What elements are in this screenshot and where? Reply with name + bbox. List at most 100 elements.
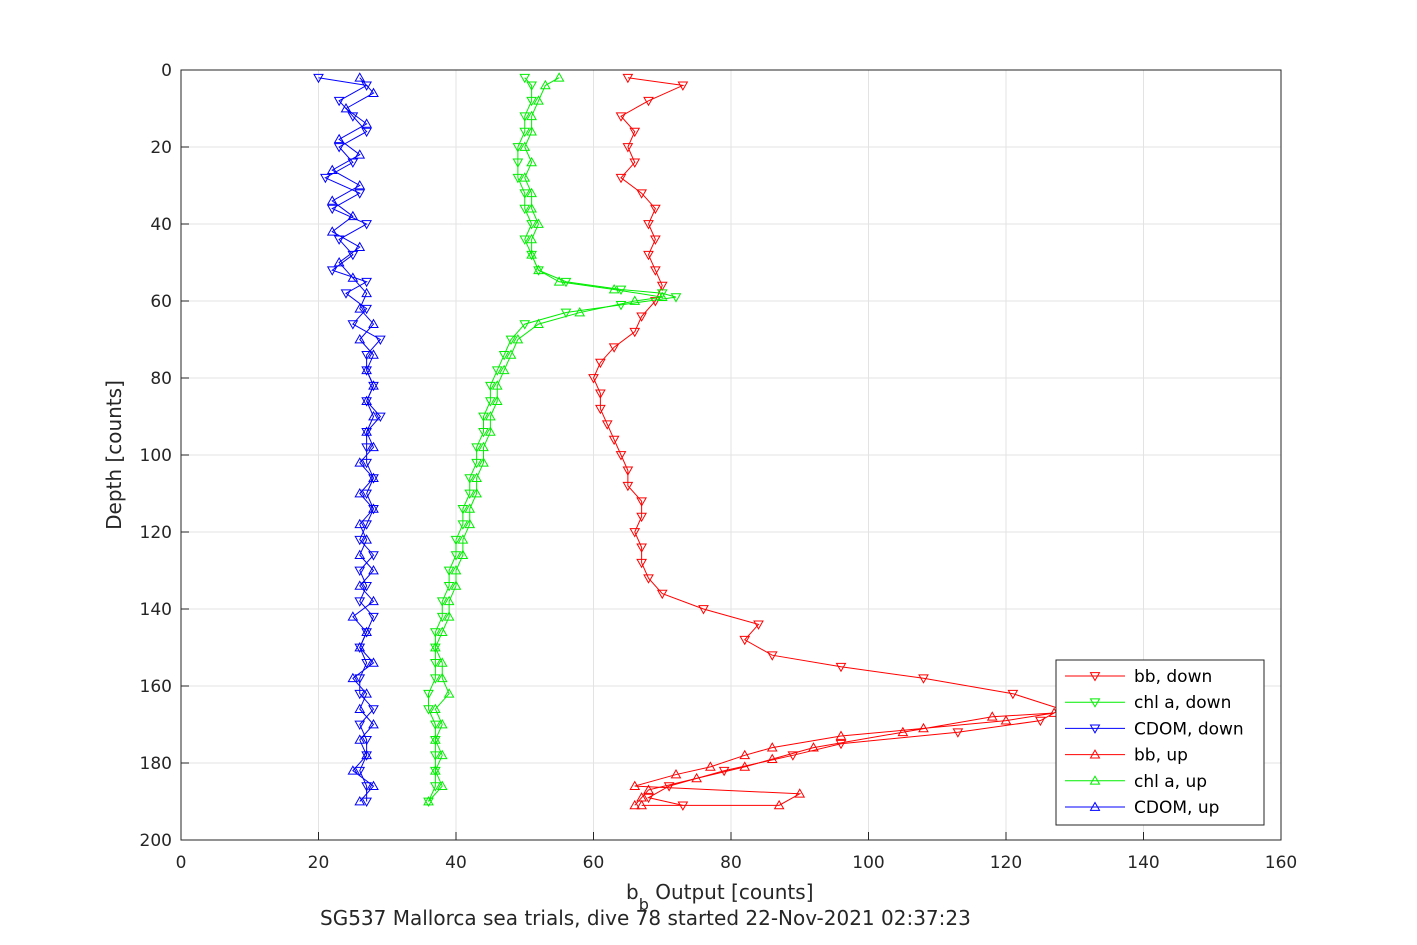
data-point [450, 564, 462, 575]
data-point [354, 457, 366, 467]
data-point [643, 574, 654, 584]
data-point [368, 705, 379, 715]
data-point [436, 626, 448, 636]
data-point [498, 364, 510, 375]
y-tick-label: 20 [150, 138, 172, 158]
data-point [622, 481, 634, 492]
data-point [491, 366, 503, 376]
data-point [326, 266, 338, 276]
series-line [592, 77, 1063, 806]
data-point [553, 72, 565, 82]
data-point [656, 291, 668, 302]
data-point [450, 551, 462, 561]
data-point [629, 295, 641, 305]
data-point [491, 380, 503, 390]
data-point [361, 364, 372, 375]
data-point [354, 566, 366, 577]
data-point [361, 366, 372, 376]
data-point [368, 780, 379, 790]
data-point [436, 657, 448, 667]
data-point [430, 703, 441, 713]
data-point [739, 761, 751, 771]
data-point [835, 739, 847, 750]
data-point [361, 582, 372, 592]
data-point [347, 210, 359, 221]
data-point [354, 241, 366, 251]
x-tick-label: 80 [720, 853, 742, 873]
data-point [361, 220, 372, 230]
data-point [629, 528, 641, 538]
data-point [361, 489, 372, 500]
data-point [519, 172, 531, 182]
data-point [787, 751, 799, 761]
data-point [368, 564, 379, 575]
data-point [333, 143, 345, 153]
series-line [331, 77, 375, 802]
data-point [326, 204, 338, 215]
data-point [478, 441, 489, 452]
data-point [340, 102, 352, 113]
data-point [375, 335, 386, 346]
data-point [897, 726, 909, 737]
data-point [773, 799, 785, 810]
legend-label: chl a, down [1134, 693, 1231, 713]
data-point [430, 720, 441, 731]
data-point [533, 318, 544, 328]
data-point [615, 451, 627, 461]
data-point [512, 158, 524, 168]
data-point [361, 397, 372, 407]
data-point [361, 626, 372, 636]
data-point [533, 264, 544, 275]
data-point [361, 628, 372, 638]
data-point [354, 720, 366, 731]
data-point [636, 799, 647, 810]
data-point [368, 551, 379, 561]
data-point [450, 580, 462, 590]
y-tick-label: 0 [161, 61, 172, 81]
legend-label: CDOM, up [1134, 798, 1219, 818]
data-point [485, 381, 496, 392]
data-point [354, 487, 366, 498]
data-point [430, 736, 441, 746]
data-point [1035, 716, 1046, 727]
data-point [553, 276, 565, 286]
data-point [588, 374, 599, 384]
y-tick-label: 160 [140, 677, 172, 697]
data-point [677, 81, 689, 91]
data-point [368, 381, 379, 392]
data-point [430, 766, 441, 777]
data-point [368, 441, 379, 452]
data-point [368, 318, 379, 328]
data-point [636, 497, 647, 507]
data-point [464, 503, 476, 513]
data-point [361, 751, 372, 761]
data-point [326, 226, 338, 236]
data-point [368, 349, 379, 359]
data-point [361, 118, 372, 128]
data-point [595, 389, 606, 399]
data-point [430, 628, 441, 638]
data-point [436, 597, 448, 607]
data-point [471, 458, 482, 469]
data-point [354, 535, 366, 546]
data-point [354, 734, 366, 744]
data-point [643, 220, 654, 230]
data-point [691, 772, 702, 783]
y-tick-label: 180 [140, 754, 172, 774]
x-axis-label: bb Output [counts] [626, 880, 814, 914]
data-point [663, 782, 675, 792]
data-point [361, 428, 372, 438]
data-point [423, 689, 434, 700]
data-point [601, 420, 613, 430]
data-point [361, 443, 372, 453]
data-point [643, 793, 654, 804]
data-point [423, 797, 434, 808]
data-point [443, 582, 455, 592]
data-point [650, 204, 661, 215]
data-point [361, 520, 372, 530]
series-line [428, 77, 677, 802]
legend-box [1055, 659, 1265, 826]
data-point [670, 293, 682, 303]
data-point [519, 189, 531, 199]
data-point [595, 358, 606, 369]
